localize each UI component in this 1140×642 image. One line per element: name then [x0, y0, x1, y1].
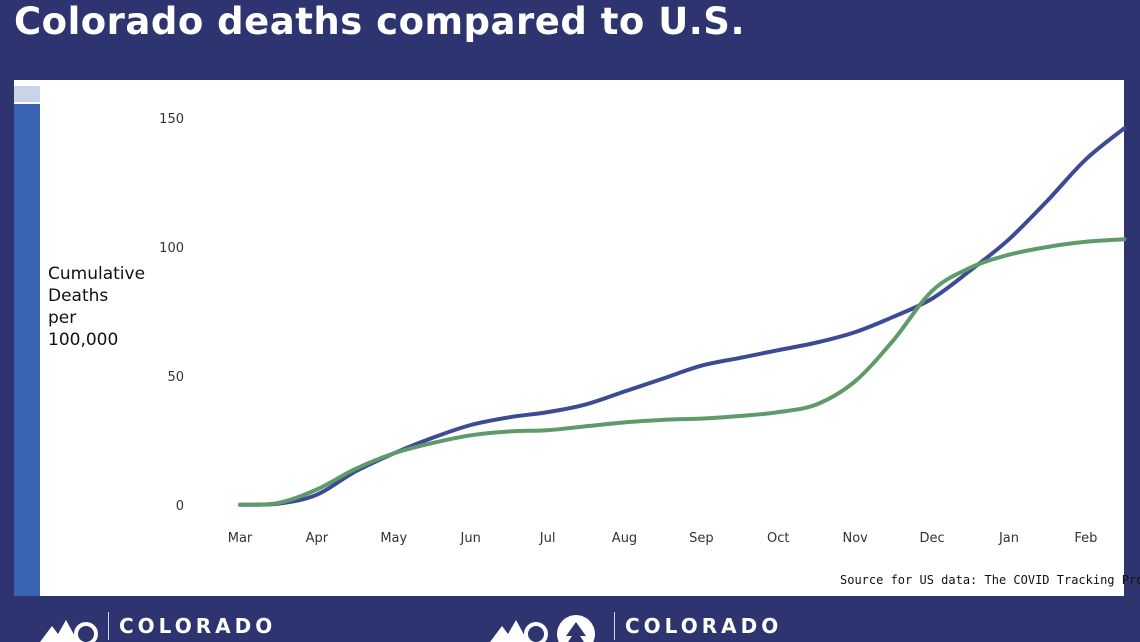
x-tick-label: Sep [689, 531, 714, 546]
y-tick-label: 0 [176, 499, 184, 514]
accent-strip [14, 104, 40, 596]
x-tick-label: Jun [460, 531, 481, 546]
colorado-logo-icon [40, 620, 98, 642]
series-line-us [238, 126, 1127, 507]
x-tick-label: Oct [767, 531, 789, 546]
series-line-colorado [238, 237, 1127, 507]
y-tick-label: 50 [167, 370, 184, 385]
x-axis-ticks: Mar Apr May Jun Jul Aug Sep Oct Nov Dec Jan Feb [228, 531, 1098, 546]
x-tick-label: Jul [539, 531, 556, 546]
y-tick-label: 150 [159, 112, 184, 127]
y-axis-label: Cumulative Deaths per 100,000 [48, 264, 146, 350]
tree-seal-icon [557, 615, 595, 642]
chart-series [238, 126, 1127, 507]
colorado-logo-icon [490, 620, 548, 642]
x-tick-label: Nov [843, 531, 869, 546]
footer-logo-right: COLORADO [488, 612, 782, 642]
y-tick-label: 100 [159, 241, 184, 256]
x-tick-label: Jan [998, 531, 1019, 546]
footer-logo-left: COLORADO [38, 612, 276, 642]
accent-strip-top [14, 86, 40, 102]
x-tick-label: Dec [920, 531, 945, 546]
right-edge [1124, 80, 1140, 596]
x-tick-label: May [380, 531, 407, 546]
x-tick-label: Aug [612, 531, 637, 546]
slide-title: Colorado deaths compared to U.S. [14, 0, 746, 43]
source-note: Source for US data: The COVID Tracking P… [840, 573, 1140, 587]
footer-logo-text-left: COLORADO [108, 612, 276, 640]
x-tick-label: Apr [306, 531, 329, 546]
y-axis-ticks: 0 50 100 150 [159, 112, 184, 514]
chart-panel [14, 80, 1126, 596]
footer-logo-text-right: COLORADO [614, 612, 782, 640]
x-tick-label: Feb [1074, 531, 1097, 546]
x-tick-label: Mar [228, 531, 253, 546]
